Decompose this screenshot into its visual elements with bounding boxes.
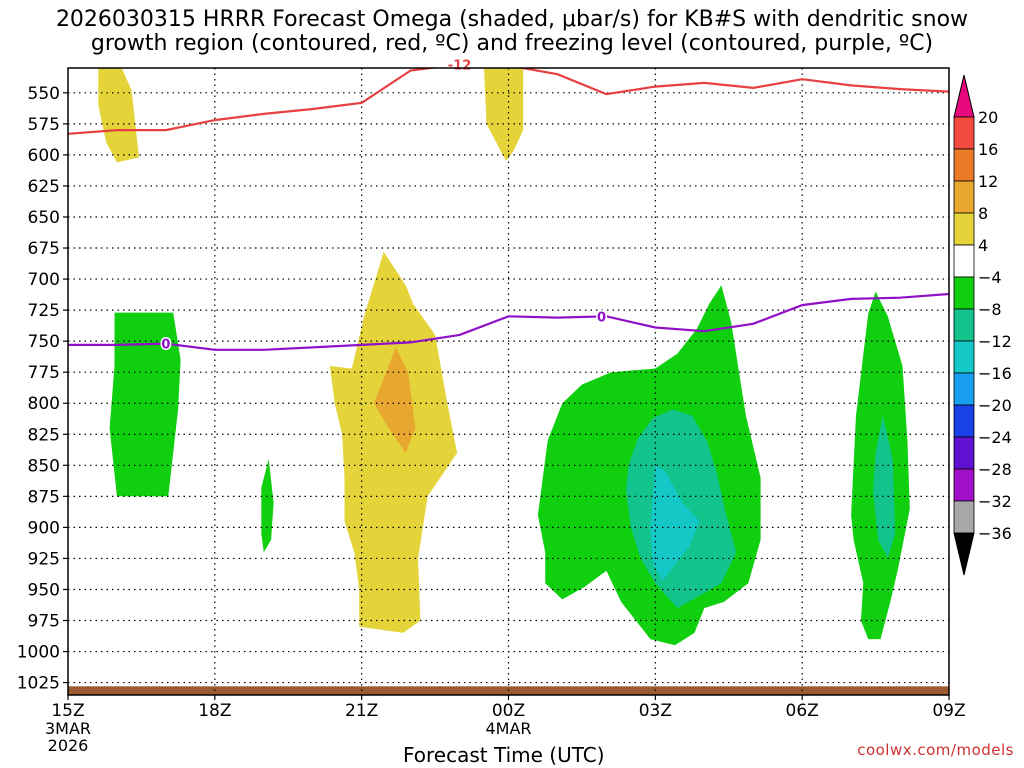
y-tick-label: 850	[28, 456, 60, 476]
y-tick-label: 575	[28, 115, 60, 135]
y-tick-label: 1000	[17, 643, 60, 663]
freezing-contour-label: 0	[161, 338, 170, 353]
colorbar-segment	[953, 372, 975, 406]
omega-region-4	[109, 312, 181, 497]
omega-region-0	[98, 68, 139, 163]
colorbar-label: −16	[978, 364, 1012, 383]
x-tick-label: 18Z	[198, 701, 231, 721]
colorbar-segment	[953, 180, 975, 214]
colorbar-segment	[953, 340, 975, 374]
colorbar-label: −4	[978, 268, 1002, 287]
colorbar-label: −28	[978, 460, 1012, 479]
colorbar-label: 12	[978, 172, 998, 191]
colorbar-segment	[953, 212, 975, 246]
chart-title-line2: growth region (contoured, red, ºC) and f…	[90, 31, 934, 56]
x-tick-label: 15Z	[51, 701, 84, 721]
colorbar-label: 20	[978, 108, 998, 127]
colorbar-label: −24	[978, 428, 1012, 447]
colorbar-label: −12	[978, 332, 1012, 351]
omega-region-9	[873, 415, 896, 559]
x-tick-label: 09Z	[932, 701, 965, 721]
colorbar-segment	[953, 244, 975, 278]
colorbar-bottom-arrow	[953, 532, 975, 576]
y-tick-label: 875	[28, 487, 60, 507]
freezing-contour-label: 0	[597, 310, 606, 325]
y-tick-label: 625	[28, 177, 60, 197]
y-tick-label: 1025	[17, 674, 60, 694]
colorbar-segment	[953, 404, 975, 438]
freezing-contour	[68, 292, 949, 351]
y-tick-label: 650	[28, 208, 60, 228]
colorbar-label: −32	[978, 492, 1012, 511]
x-tick-label: 06Z	[786, 701, 819, 721]
y-tick-label: 675	[28, 239, 60, 259]
colorbar-label: −8	[978, 300, 1002, 319]
y-tick-label: 550	[28, 84, 60, 104]
colorbar-segment	[953, 276, 975, 310]
colorbar-label: 16	[978, 140, 998, 159]
dgz-contour	[68, 68, 949, 135]
colorbar-top-arrow	[953, 74, 975, 118]
y-tick-label: 825	[28, 425, 60, 445]
omega-region-1	[484, 68, 524, 162]
x-tick-sublabel: 4MAR	[485, 719, 531, 738]
x-tick-label: 21Z	[345, 701, 378, 721]
credit-text: coolwx.com/models	[857, 741, 1014, 759]
x-tick-label: 00Z	[492, 701, 525, 721]
omega-region-3	[373, 347, 416, 453]
colorbar-segment	[953, 500, 975, 534]
colorbar-label: −36	[978, 524, 1012, 543]
x-tick-sublabel: 3MAR	[45, 719, 91, 738]
colorbar-label: −20	[978, 396, 1012, 415]
colorbar-segment	[953, 308, 975, 342]
colorbar-segment	[953, 148, 975, 182]
y-tick-label: 900	[28, 518, 60, 538]
omega-region-10	[650, 465, 700, 581]
x-tick-label: 03Z	[639, 701, 672, 721]
omega-region-5	[261, 459, 274, 553]
y-tick-label: 750	[28, 332, 60, 352]
y-tick-label: 775	[28, 363, 60, 383]
colorbar-segment	[953, 436, 975, 470]
dgz-contour-label: -12	[448, 58, 472, 73]
colorbar-label: 8	[978, 204, 988, 223]
colorbar-segment	[953, 116, 975, 150]
chart-title-line1: 2026030315 HRRR Forecast Omega (shaded, …	[55, 7, 969, 32]
x-tick-sublabel: 2026	[48, 736, 89, 755]
y-tick-label: 725	[28, 301, 60, 321]
omega-region-2	[329, 251, 458, 633]
y-tick-label: 600	[28, 146, 60, 166]
y-tick-label: 925	[28, 549, 60, 569]
y-tick-label: 700	[28, 270, 60, 290]
colorbar-segment	[953, 468, 975, 502]
y-tick-label: 975	[28, 612, 60, 632]
colorbar-label: 4	[978, 236, 988, 255]
y-tick-label: 800	[28, 394, 60, 414]
y-tick-label: 950	[28, 580, 60, 600]
x-axis-label: Forecast Time (UTC)	[403, 743, 605, 767]
